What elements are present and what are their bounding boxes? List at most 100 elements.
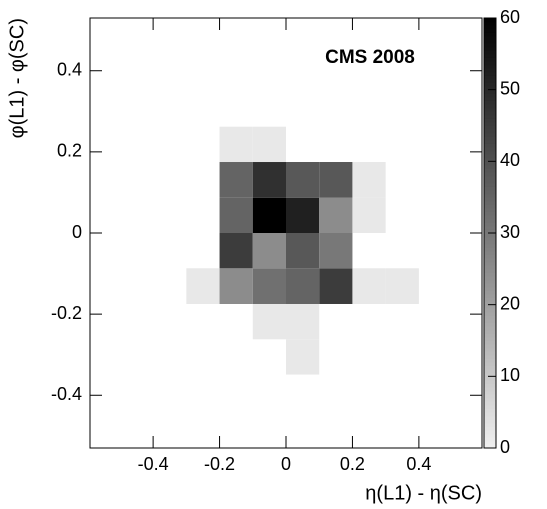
colorbar-step	[484, 254, 496, 259]
colorbar-step	[484, 190, 496, 195]
colorbar-step	[484, 57, 496, 62]
colorbar-step	[484, 200, 496, 205]
colorbar-step	[484, 279, 496, 284]
cell	[186, 268, 220, 304]
colorbar-step	[484, 329, 496, 334]
colorbar-step	[484, 236, 496, 241]
colorbar-step	[484, 408, 496, 413]
colorbar-step	[484, 293, 496, 298]
colorbar-step	[484, 197, 496, 202]
colorbar-step	[484, 78, 496, 83]
colorbar-step	[484, 100, 496, 105]
cell	[286, 233, 320, 269]
colorbar-step	[484, 111, 496, 116]
colorbar-step	[484, 437, 496, 442]
colorbar-step	[484, 405, 496, 410]
colorbar-step	[484, 229, 496, 234]
colorbar-step	[484, 18, 496, 23]
cell	[219, 233, 253, 269]
colorbar-step	[484, 193, 496, 198]
colorbar-step	[484, 319, 496, 324]
colorbar-step	[484, 401, 496, 406]
colorbar-step	[484, 261, 496, 266]
cell	[252, 162, 286, 198]
colorbar-step	[484, 104, 496, 109]
cell	[252, 126, 286, 163]
colorbar-step	[484, 365, 496, 370]
cell	[352, 197, 386, 233]
colorbar-step	[484, 333, 496, 338]
y-axis-label: φ(L1) - φ(SC)	[6, 18, 28, 138]
cell	[286, 339, 320, 375]
colorbar-step	[484, 419, 496, 424]
colorbar-step	[484, 96, 496, 101]
colorbar-step	[484, 397, 496, 402]
colorbar-step	[484, 172, 496, 177]
colorbar-step	[484, 347, 496, 352]
colorbar-step	[484, 186, 496, 191]
colorbar-step	[484, 265, 496, 270]
cell	[319, 233, 353, 269]
colorbar-step	[484, 211, 496, 216]
colorbar-tick-label: 0	[500, 437, 510, 457]
x-tick-label: -0.2	[204, 454, 235, 474]
colorbar-step	[484, 379, 496, 384]
chart-title: CMS 2008	[325, 47, 415, 68]
colorbar-step	[484, 150, 496, 155]
colorbar-step	[484, 268, 496, 273]
cell	[219, 162, 253, 198]
colorbar-step	[484, 39, 496, 44]
colorbar-step	[484, 372, 496, 377]
cell	[319, 268, 353, 304]
colorbar-step	[484, 68, 496, 73]
cell	[352, 268, 386, 304]
colorbar-step	[484, 32, 496, 37]
colorbar-step	[484, 412, 496, 417]
colorbar-step	[484, 179, 496, 184]
colorbar-step	[484, 161, 496, 166]
colorbar-step	[484, 369, 496, 374]
colorbar-tick-label: 40	[500, 150, 520, 170]
cell	[219, 197, 253, 233]
colorbar-step	[484, 250, 496, 255]
colorbar-step	[484, 86, 496, 91]
colorbar-step	[484, 204, 496, 209]
colorbar-step	[484, 315, 496, 320]
y-tick-label: 0.2	[57, 141, 82, 161]
colorbar-step	[484, 28, 496, 33]
colorbar-step	[484, 157, 496, 162]
colorbar-step	[484, 93, 496, 98]
colorbar-step	[484, 336, 496, 341]
colorbar-step	[484, 276, 496, 281]
colorbar-step	[484, 225, 496, 230]
colorbar-step	[484, 182, 496, 187]
colorbar-step	[484, 64, 496, 69]
cell	[252, 303, 286, 340]
colorbar-step	[484, 82, 496, 87]
cell	[219, 126, 253, 163]
y-tick-label: -0.2	[51, 303, 82, 323]
colorbar-step	[484, 114, 496, 119]
cell	[352, 162, 386, 198]
colorbar-step	[484, 358, 496, 363]
x-tick-label: 0.4	[406, 454, 431, 474]
cell	[286, 197, 320, 233]
cell	[319, 197, 353, 233]
colorbar-step	[484, 444, 496, 449]
colorbar-step	[484, 344, 496, 349]
colorbar-step	[484, 354, 496, 359]
colorbar-step	[484, 297, 496, 302]
colorbar-step	[484, 129, 496, 134]
colorbar-step	[484, 175, 496, 180]
colorbar-step	[484, 326, 496, 331]
cell	[286, 268, 320, 304]
colorbar-step	[484, 387, 496, 392]
colorbar-step	[484, 61, 496, 66]
colorbar-tick-label: 60	[500, 7, 520, 27]
colorbar-step	[484, 394, 496, 399]
colorbar-tick-label: 30	[500, 222, 520, 242]
colorbar-step	[484, 247, 496, 252]
colorbar-step	[484, 215, 496, 220]
cell	[252, 233, 286, 269]
